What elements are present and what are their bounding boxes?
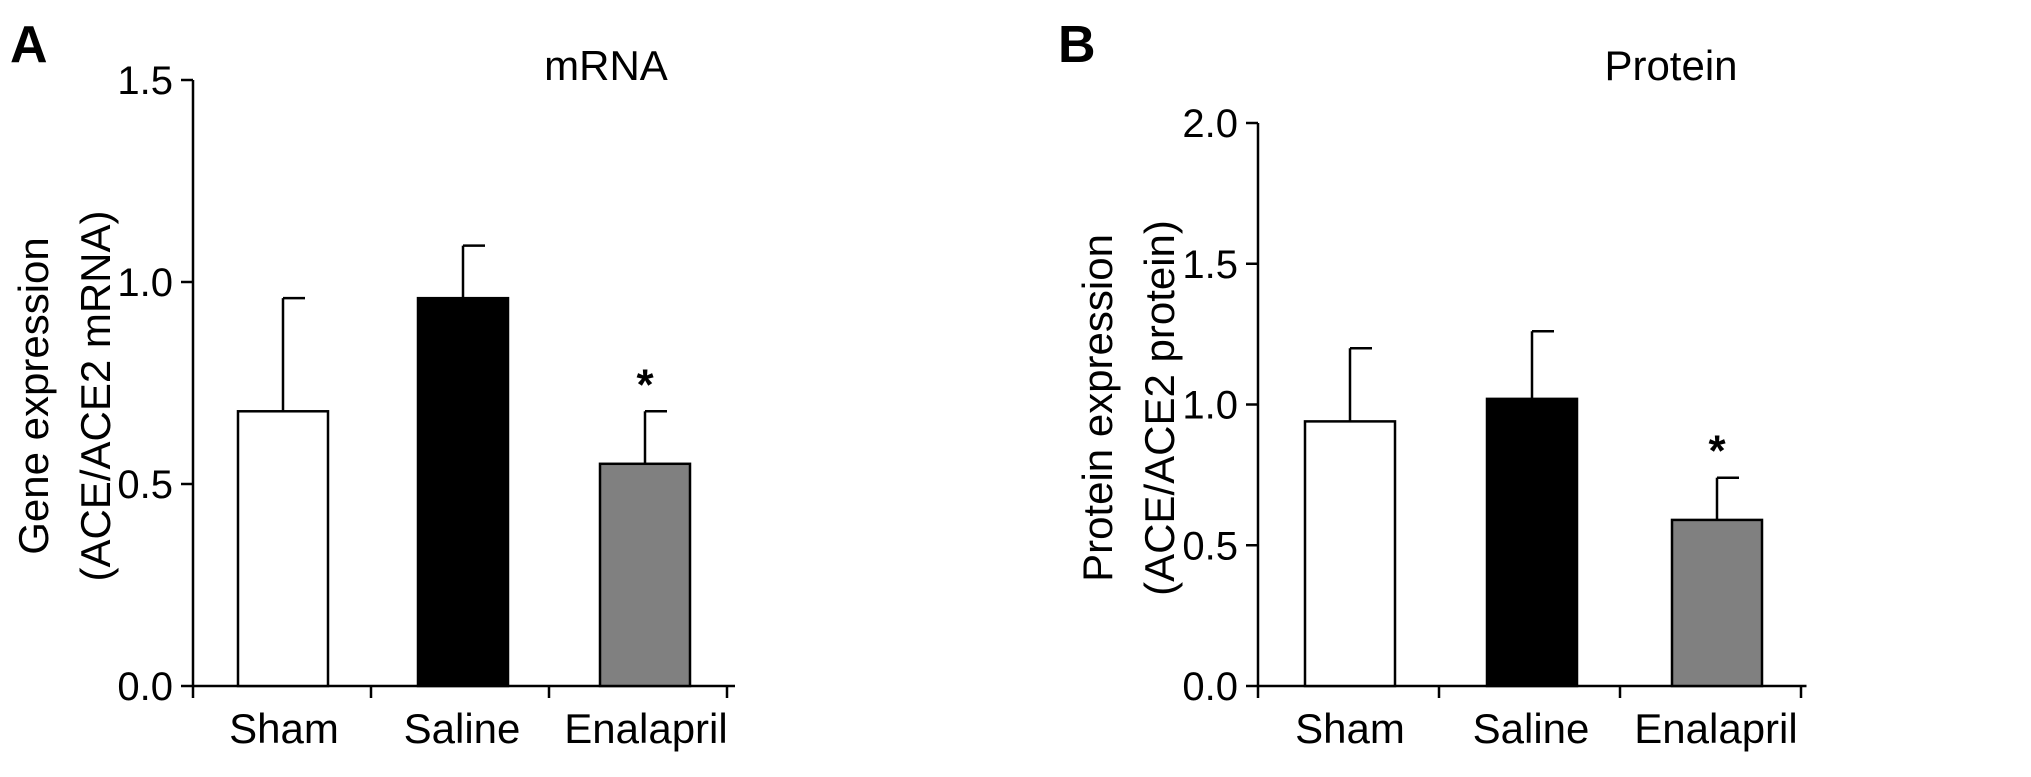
x-category-label: Saline	[404, 705, 521, 752]
panel-a-letter: A	[10, 16, 48, 74]
y-tick-label: 0.5	[117, 463, 173, 507]
panel-b-labels: 0.0 0.5 1.0 1.5 2.0 Sham Saline * Enalapril	[1182, 102, 1797, 752]
y-tick-label: 1.5	[117, 59, 173, 103]
y-tick-label: 0.0	[1182, 665, 1238, 709]
y-tick-label: 1.5	[1182, 243, 1238, 287]
x-category-label: Sham	[1295, 705, 1405, 752]
panel-a-labels: 0.0 0.5 1.0 1.5 Sham Saline * Enalapril	[117, 59, 727, 752]
significance-mark: *	[636, 360, 654, 409]
x-category-label: Enalapril	[564, 705, 727, 752]
y-tick-label: 1.0	[117, 261, 173, 305]
bar-sham	[236, 410, 330, 688]
panel-b-ylabel-line1: Protein expression	[1074, 234, 1121, 582]
panel-b-ylabel-line2: (ACE/ACE2 protein)	[1136, 220, 1183, 596]
panel-a-title: mRNA	[544, 42, 668, 89]
x-category-label: Sham	[229, 705, 339, 752]
panel-b: B Protein Protein expression (ACE/ACE2 p…	[1058, 16, 1807, 752]
bar-saline	[1485, 397, 1579, 688]
panel-b-bars	[1303, 330, 1764, 688]
significance-mark: *	[1708, 427, 1726, 476]
panel-a-ylabel-line1: Gene expression	[10, 237, 57, 555]
x-category-label: Enalapril	[1634, 705, 1797, 752]
y-tick-label: 0.5	[1182, 524, 1238, 568]
panel-a-ylabel-line2: (ACE/ACE2 mRNA)	[72, 210, 119, 581]
panel-a: A mRNA Gene expression (ACE/ACE2 mRNA) 0…	[10, 16, 735, 752]
panel-b-title: Protein	[1604, 42, 1737, 89]
x-category-label: Saline	[1473, 705, 1590, 752]
bar-enalapril	[598, 462, 692, 688]
bar-enalapril	[1670, 518, 1764, 688]
y-tick-label: 1.0	[1182, 384, 1238, 428]
panel-a-bars	[236, 244, 692, 688]
panel-b-letter: B	[1058, 16, 1096, 74]
y-tick-label: 2.0	[1182, 102, 1238, 146]
bar-saline	[416, 296, 510, 688]
bar-sham	[1303, 420, 1397, 688]
y-tick-label: 0.0	[117, 665, 173, 709]
